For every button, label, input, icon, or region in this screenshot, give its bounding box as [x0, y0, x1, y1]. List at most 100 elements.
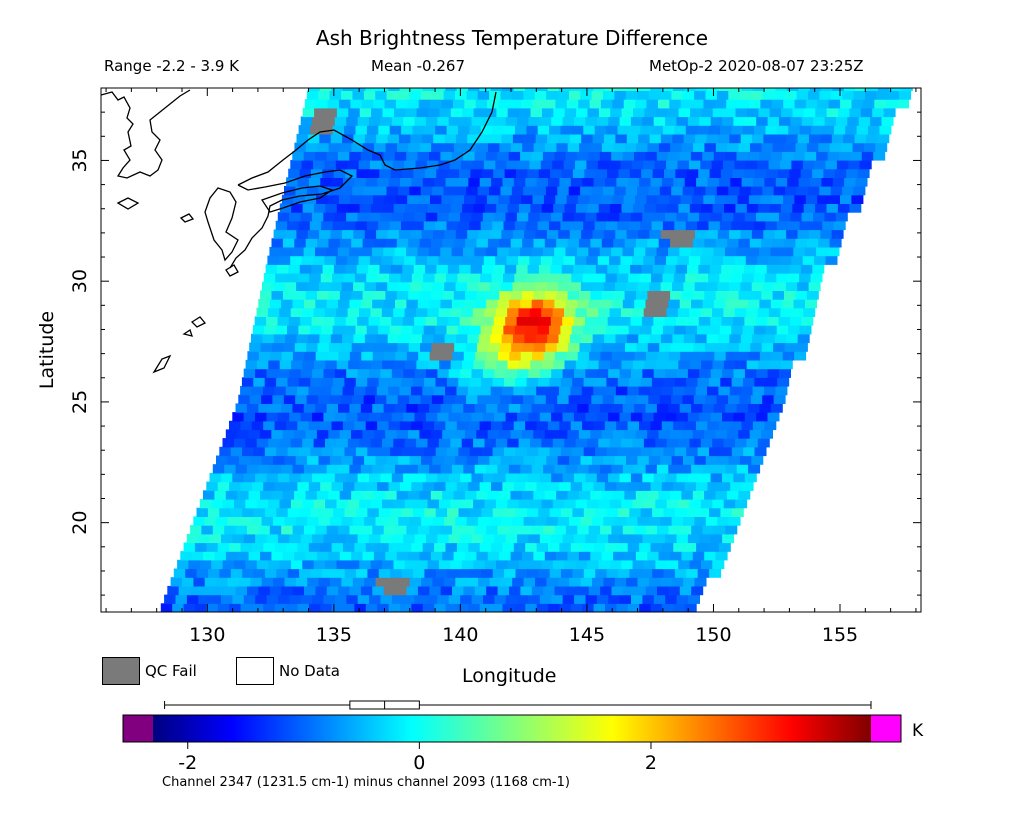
heatmap-cell	[853, 90, 866, 100]
heatmap-cell	[347, 438, 360, 448]
heatmap-cell	[721, 316, 734, 326]
heatmap-cell	[411, 603, 424, 612]
heatmap-cell	[860, 107, 873, 118]
heatmap-cell	[460, 472, 473, 483]
heatmap-cell	[718, 177, 731, 187]
heatmap-cell	[302, 307, 315, 317]
heatmap-cell	[339, 238, 352, 248]
heatmap-cell	[827, 151, 840, 161]
heatmap-cell	[797, 133, 810, 144]
heatmap-cell	[539, 316, 552, 326]
heatmap-cell	[409, 394, 422, 404]
heatmap-cell	[657, 525, 669, 535]
heatmap-cell	[661, 177, 674, 187]
heatmap-cell	[422, 177, 435, 187]
heatmap-cell	[360, 525, 373, 535]
heatmap-cell	[593, 603, 606, 612]
heatmap-cell	[481, 507, 494, 517]
heatmap-cell	[497, 403, 510, 413]
heatmap-cell	[533, 238, 546, 248]
heatmap-cell	[554, 585, 567, 596]
heatmap-cell	[406, 585, 419, 596]
heatmap-cell	[600, 351, 613, 361]
heatmap-cell	[494, 472, 507, 483]
heatmap-cell	[547, 133, 560, 144]
heatmap-cell	[352, 455, 365, 465]
heatmap-cell	[469, 507, 482, 517]
heatmap-cell	[683, 455, 695, 465]
heatmap-cell	[501, 333, 514, 344]
heatmap-cell	[582, 420, 595, 431]
heatmap-cell	[494, 412, 507, 422]
heatmap-cell	[256, 559, 269, 570]
heatmap-cell	[598, 499, 611, 509]
heatmap-cell	[482, 116, 495, 126]
heatmap-cell	[451, 246, 464, 257]
heatmap-cell	[354, 542, 367, 552]
heatmap-cell	[499, 429, 512, 439]
heatmap-cell	[486, 464, 499, 474]
heatmap-cell	[712, 359, 725, 370]
heatmap-cell	[598, 203, 611, 213]
heatmap-cell	[688, 255, 701, 265]
heatmap-cell	[748, 464, 761, 474]
heatmap-cell	[277, 472, 290, 483]
heatmap-cell	[484, 499, 497, 509]
heatmap-cell	[661, 88, 674, 91]
heatmap-cell	[496, 559, 508, 570]
heatmap-cell	[676, 533, 689, 544]
heatmap-cell	[717, 516, 730, 526]
heatmap-cell	[686, 568, 699, 578]
heatmap-cell	[349, 151, 362, 161]
heatmap-cell	[759, 246, 772, 257]
heatmap-cell	[570, 177, 583, 187]
heatmap-cell	[383, 585, 396, 596]
heatmap-cell	[564, 438, 577, 448]
heatmap-cell	[713, 525, 726, 535]
heatmap-cell	[451, 151, 464, 161]
heatmap-cell	[443, 186, 456, 196]
heatmap-cell	[520, 351, 533, 361]
heatmap-cell	[520, 464, 533, 474]
heatmap-cell	[700, 255, 713, 265]
heatmap-cell	[363, 342, 376, 352]
heatmap-cell	[762, 186, 775, 196]
heatmap-cell	[548, 481, 560, 491]
heatmap-cell	[842, 186, 855, 196]
heatmap-cell	[326, 151, 339, 161]
heatmap-cell	[676, 316, 689, 326]
heatmap-cell	[312, 116, 325, 126]
heatmap-cell	[465, 342, 478, 352]
heatmap-cell	[775, 386, 788, 396]
heatmap-cell	[638, 386, 651, 396]
heatmap-cell	[761, 238, 774, 248]
heatmap-cell	[702, 299, 715, 309]
heatmap-cell	[577, 585, 590, 596]
heatmap-cell	[648, 394, 661, 404]
heatmap-cell	[513, 386, 526, 396]
heatmap-cell	[667, 107, 680, 118]
heatmap-cell	[658, 551, 671, 561]
heatmap-cell	[463, 351, 476, 361]
heatmap-cell	[471, 594, 484, 604]
heatmap-cell	[710, 316, 723, 326]
colorbar-frame	[122, 714, 902, 743]
heatmap-cell	[615, 386, 628, 396]
heatmap-cell	[522, 342, 535, 352]
heatmap-cell	[666, 438, 679, 448]
heatmap-cell	[736, 151, 749, 161]
heatmap-cell	[398, 229, 411, 239]
heatmap-cell	[717, 455, 730, 465]
heatmap-cell	[436, 168, 449, 178]
heatmap-cell	[748, 403, 760, 413]
heatmap-cell	[674, 325, 687, 335]
heatmap-cell	[308, 420, 321, 431]
heatmap-cell	[237, 429, 250, 439]
heatmap-cell	[538, 264, 551, 274]
satellite-text: MetOp-2 2020-08-07 23:25Z	[649, 57, 864, 75]
heatmap-cell	[321, 125, 334, 135]
heatmap-cell	[370, 307, 383, 317]
heatmap-cell	[433, 88, 446, 91]
heatmap-cell	[326, 585, 339, 596]
heatmap-cell	[280, 246, 293, 257]
